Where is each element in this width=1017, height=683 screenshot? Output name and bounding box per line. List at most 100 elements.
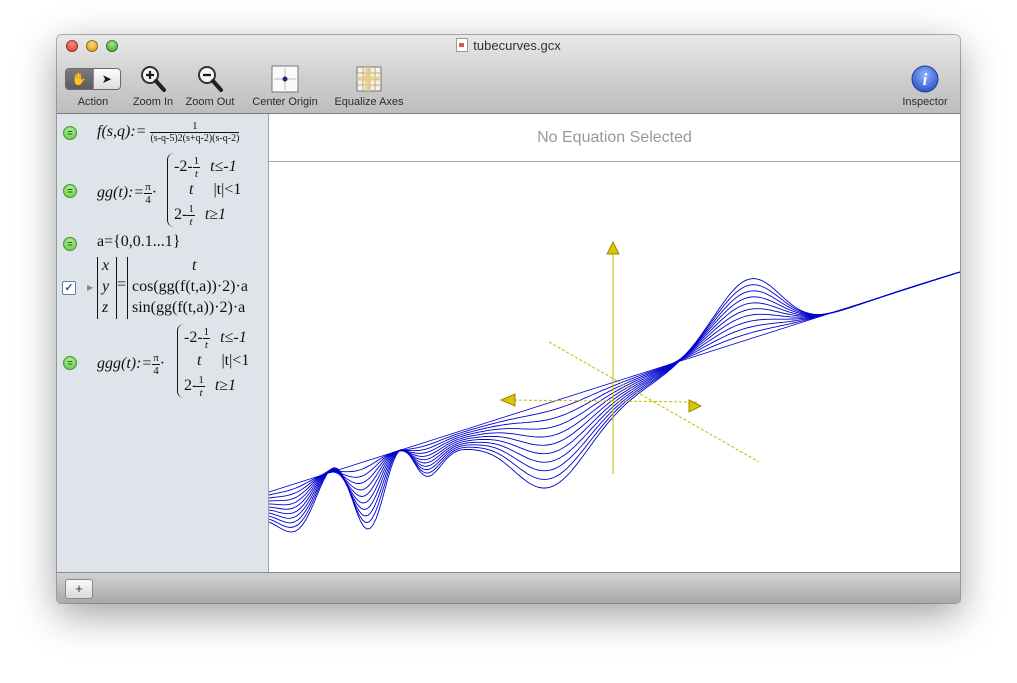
equation-toggle-icon[interactable]: = <box>63 237 77 251</box>
ggg-case1-frac-den: t <box>204 339 208 351</box>
zoom-out-button[interactable]: Zoom Out <box>182 63 238 108</box>
hand-tool-segment[interactable]: ✋ <box>66 69 93 89</box>
case3-frac-den: t <box>189 216 193 228</box>
vector-y: y <box>102 278 110 295</box>
y-axis-arrow-icon <box>499 393 516 407</box>
y-axis <box>508 399 700 403</box>
equation-row-a[interactable]: = a={0,0.1...1} <box>57 231 268 255</box>
minimize-window-button[interactable] <box>86 40 98 52</box>
equation-f: f(s,q):= 1 (s-q-5)2(s+q-2)(s-q-2) <box>97 120 240 145</box>
zoom-window-button[interactable] <box>106 40 118 52</box>
equation-a: a={0,0.1...1} <box>97 233 181 250</box>
tube-curve-10 <box>269 271 960 533</box>
case1-cond: t≤-1 <box>210 158 237 176</box>
equation-f-denominator: (s-q-5)2(s+q-2)(s-q-2) <box>150 133 240 144</box>
action-tool[interactable]: ✋ ➤ Action <box>65 63 121 108</box>
arrow-tool-segment[interactable]: ➤ <box>92 69 120 89</box>
ggg-case3-expr: 2- <box>184 377 198 395</box>
ggg-case1-expr: -2- <box>184 329 203 347</box>
case3-expr: 2- <box>174 206 188 224</box>
case1-frac-den: t <box>194 168 198 180</box>
equation-f-lhs: f(s,q):= <box>97 123 147 141</box>
equation-gg-case2: t |t|<1 <box>189 181 241 199</box>
equation-f-fraction: 1 (s-q-5)2(s+q-2)(s-q-2) <box>150 120 240 145</box>
equation-ggg-case1: -2- 1 t t≤-1 <box>184 326 247 351</box>
equation-header: No Equation Selected <box>269 114 960 162</box>
ggg-case2-cond: |t|<1 <box>221 352 250 369</box>
equation-list: = f(s,q):= 1 (s-q-5)2(s+q-2)(s-q-2) = gg… <box>57 114 269 572</box>
vector-rhs-3: sin(gg(f(t,a))·2)·a <box>132 299 246 316</box>
app-window: tubecurves.gcx ✋ ➤ Action Zoom In <box>57 35 960 603</box>
graph-area: No Equation Selected <box>269 114 960 572</box>
tube-curves <box>269 271 960 533</box>
vector-rhs-2: cos(gg(f(t,a))·2)·a <box>132 278 248 295</box>
zoom-in-button[interactable]: Zoom In <box>127 63 179 108</box>
center-origin-button[interactable]: Center Origin <box>247 63 323 108</box>
equation-gg-coef-num: π <box>144 181 152 194</box>
equation-ggg-coef-den: 4 <box>153 365 159 377</box>
magnifier-plus-icon <box>141 66 166 92</box>
ggg-case2-expr: t <box>197 352 202 369</box>
case2-cond: |t|<1 <box>213 181 242 198</box>
equation-row-ggg[interactable]: = ggg(t):= π 4 · -2- 1 t t≤-1 t |t|<1 2- 1 t t≥… <box>57 322 268 402</box>
equation-ggg-case3: 2- 1 t t≥1 <box>184 374 236 399</box>
equation-ggg-lhs-text: ggg(t):= <box>97 355 153 373</box>
equation-gg-case1: -2- 1 t t≤-1 <box>174 155 237 180</box>
inspector-label: Inspector <box>902 96 948 108</box>
center-origin-label: Center Origin <box>252 96 318 108</box>
tube-curve-5 <box>269 271 960 510</box>
vector-z: z <box>102 299 109 316</box>
tube-curve-8 <box>269 271 960 524</box>
disclosure-triangle-icon[interactable]: ▶ <box>87 283 94 292</box>
piecewise-brace <box>167 153 174 227</box>
tube-curve-3 <box>269 271 960 502</box>
svg-text:i: i <box>923 70 928 89</box>
equation-gg-case3: 2- 1 t t≥1 <box>174 203 226 228</box>
tube-curve-6 <box>269 271 960 515</box>
inspector-button[interactable]: i Inspector <box>897 63 953 108</box>
equation-gg-lhs: gg(t):= π 4 · <box>97 181 158 206</box>
equation-row-f[interactable]: = f(s,q):= 1 (s-q-5)2(s+q-2)(s-q-2) <box>57 114 268 154</box>
vector-rhs-bracket: t cos(gg(f(t,a))·2)·a sin(gg(f(t,a))·2)·… <box>127 257 268 319</box>
zoom-out-label: Zoom Out <box>185 96 235 108</box>
document-icon <box>456 38 469 52</box>
equation-row-vector[interactable]: ✓ ▶ x y z = t cos(gg(f(t,a))·2)·a sin(gg… <box>57 255 268 321</box>
case3-cond: t≥1 <box>204 206 227 224</box>
equation-ggg-lhs: ggg(t):= π 4 · <box>97 352 166 377</box>
window-title-text: tubecurves.gcx <box>473 38 561 53</box>
ggg-case3-frac-den: t <box>199 387 203 399</box>
case1-frac-num: 1 <box>192 155 201 168</box>
piecewise-brace <box>177 324 184 398</box>
equation-gg-lhs-text: gg(t):= <box>97 184 145 202</box>
equalize-axes-button[interactable]: Equalize Axes <box>329 63 409 108</box>
tube-curve-9 <box>269 271 960 528</box>
action-label: Action <box>77 96 109 108</box>
vector-rhs-1: t <box>192 257 197 274</box>
vector-x: x <box>102 257 110 274</box>
equation-ggg-case2: t |t|<1 <box>197 352 249 370</box>
bottom-bar: + <box>57 572 960 603</box>
close-window-button[interactable] <box>66 40 78 52</box>
hand-arrow-segmented-icon[interactable]: ✋ ➤ <box>65 68 121 90</box>
titlebar: tubecurves.gcx ✋ ➤ Action Zoom In <box>57 35 960 114</box>
equals-sign: = <box>117 276 127 293</box>
equation-toggle-icon[interactable]: = <box>63 356 77 370</box>
add-equation-button[interactable]: + <box>65 579 93 599</box>
3d-plot-canvas[interactable] <box>269 162 960 572</box>
ggg-case1-frac-num: 1 <box>202 326 211 339</box>
ggg-case3-cond: t≥1 <box>214 377 237 395</box>
z-axis-arrow-icon <box>606 240 620 255</box>
axes <box>508 254 760 474</box>
equation-row-gg[interactable]: = gg(t):= π 4 · -2- 1 t t≤-1 t |t|<1 2- 1 t t≥1 <box>57 151 268 231</box>
equation-toggle-icon[interactable]: = <box>63 184 77 198</box>
crosshair-icon <box>271 65 299 93</box>
equation-checkbox[interactable]: ✓ <box>62 281 76 295</box>
equation-toggle-icon[interactable]: = <box>63 126 77 140</box>
ggg-case1-cond: t≤-1 <box>220 329 247 347</box>
